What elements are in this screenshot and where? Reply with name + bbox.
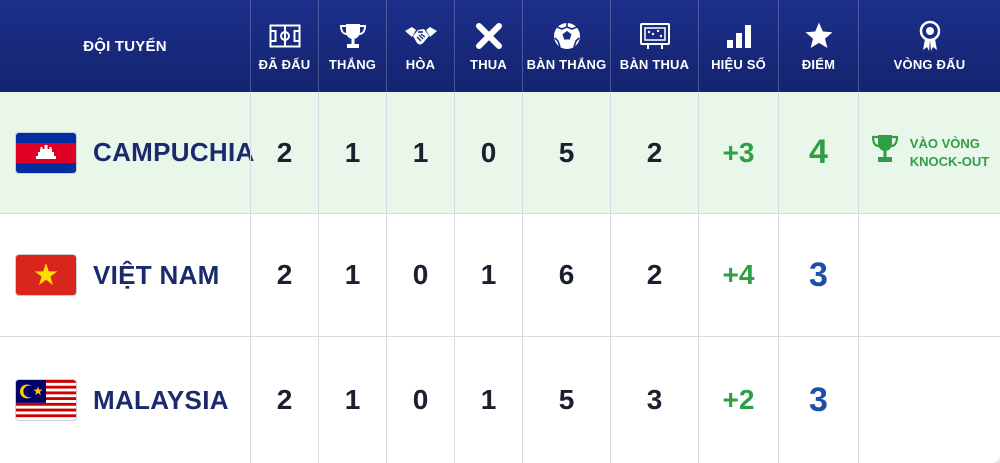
table-row: CAMPUCHIA 2 1 1 0 5 2 +3 4 VÀO VÒNG KNOC…	[0, 92, 1000, 214]
team-cell: VIỆT NAM	[0, 214, 250, 336]
header-won-label: THẮNG	[328, 56, 377, 72]
round-status	[858, 337, 1000, 463]
drawn-value: 0	[386, 337, 454, 463]
header-lost-label: THUA	[470, 56, 507, 72]
points-value: 3	[778, 214, 858, 336]
x-icon	[475, 21, 503, 51]
star-icon	[804, 21, 834, 51]
header-round: VÒNG ĐẤU	[858, 0, 1000, 92]
header-pts-label: ĐIỂM	[801, 56, 836, 72]
header-ga-label: BÀN THUA	[619, 56, 690, 72]
team-cell: MALAYSIA	[0, 337, 250, 463]
lost-value: 0	[454, 92, 522, 213]
round-status	[858, 214, 1000, 336]
vietnam-flag-icon	[16, 255, 76, 295]
gd-value: +2	[698, 337, 778, 463]
lost-value: 1	[454, 337, 522, 463]
trophy-icon	[338, 21, 368, 51]
won-value: 1	[318, 92, 386, 213]
played-value: 2	[250, 214, 318, 336]
bar-chart-icon	[725, 21, 753, 51]
award-ribbon-icon	[917, 20, 943, 51]
gd-value: +4	[698, 214, 778, 336]
drawn-value: 1	[386, 92, 454, 213]
ga-value: 2	[610, 214, 698, 336]
header-round-label: VÒNG ĐẤU	[893, 56, 966, 72]
header-gf-label: BÀN THẮNG	[526, 56, 607, 72]
header-lost: THUA	[454, 0, 522, 92]
team-name: VIỆT NAM	[93, 259, 220, 290]
header-gd: HIỆU SỐ	[698, 0, 778, 92]
trophy-icon	[870, 132, 900, 173]
malaysia-flag-icon	[16, 380, 76, 420]
header-played: ĐÃ ĐẤU	[250, 0, 318, 92]
played-value: 2	[250, 92, 318, 213]
team-name: MALAYSIA	[93, 384, 229, 415]
points-value: 4	[778, 92, 858, 213]
header-won: THẮNG	[318, 0, 386, 92]
header-gf: BÀN THẮNG	[522, 0, 610, 92]
team-name: CAMPUCHIA	[93, 137, 255, 167]
round-status-line1: VÀO VÒNG	[909, 135, 980, 151]
round-status-line2: KNOCK-OUT	[909, 153, 990, 169]
header-team: ĐỘI TUYỂN	[0, 0, 250, 92]
won-value: 1	[318, 214, 386, 336]
header-team-label: ĐỘI TUYỂN	[83, 37, 167, 55]
ga-value: 3	[610, 337, 698, 463]
table-row: VIỆT NAM 2 1 0 1 6 2 +4 3	[0, 214, 1000, 337]
played-value: 2	[250, 337, 318, 463]
table-header: ĐỘI TUYỂN ĐÃ ĐẤU THẮNG HÒA THUA	[0, 0, 1000, 92]
header-ga: BÀN THUA	[610, 0, 698, 92]
round-status-text: VÀO VÒNG KNOCK-OUT	[910, 135, 989, 171]
handshake-icon	[404, 21, 438, 51]
round-status: VÀO VÒNG KNOCK-OUT	[858, 92, 1000, 213]
gd-value: +3	[698, 92, 778, 213]
gf-value: 6	[522, 214, 610, 336]
soccer-ball-icon	[552, 21, 582, 51]
points-value: 3	[778, 337, 858, 463]
header-drawn-label: HÒA	[405, 56, 436, 72]
pitch-icon	[269, 21, 301, 51]
won-value: 1	[318, 337, 386, 463]
table-row: MALAYSIA 2 1 0 1 5 3 +2 3	[0, 337, 1000, 463]
gf-value: 5	[522, 92, 610, 213]
gf-value: 5	[522, 337, 610, 463]
header-gd-label: HIỆU SỐ	[711, 56, 766, 72]
header-played-label: ĐÃ ĐẤU	[258, 56, 311, 72]
drawn-value: 0	[386, 214, 454, 336]
cambodia-flag-icon	[16, 132, 76, 173]
header-pts: ĐIỂM	[778, 0, 858, 92]
ga-value: 2	[610, 92, 698, 213]
team-cell: CAMPUCHIA	[0, 92, 254, 213]
scoreboard-icon	[639, 21, 671, 51]
header-drawn: HÒA	[386, 0, 454, 92]
lost-value: 1	[454, 214, 522, 336]
